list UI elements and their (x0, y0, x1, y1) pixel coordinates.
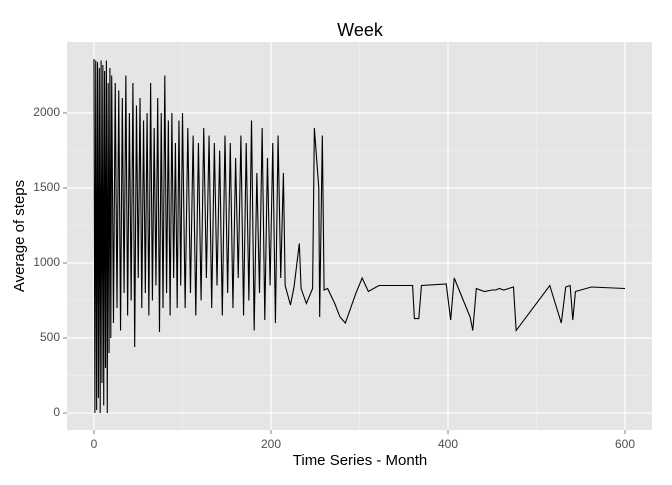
y-tick-label: 2000 (33, 105, 60, 119)
y-axis-label: Average of steps (11, 180, 28, 292)
chart-title: Week (337, 20, 384, 40)
x-tick-label: 600 (615, 437, 635, 451)
y-tick-label: 500 (40, 330, 60, 344)
data-line (93, 58, 626, 414)
y-tick-label: 0 (53, 405, 60, 419)
x-tick-label: 400 (438, 437, 458, 451)
x-axis-label: Time Series - Month (293, 452, 427, 469)
x-tick-label: 200 (261, 437, 281, 451)
y-tick-label: 1000 (33, 255, 60, 269)
x-tick-label: 0 (91, 437, 98, 451)
y-tick-label: 1500 (33, 180, 60, 194)
